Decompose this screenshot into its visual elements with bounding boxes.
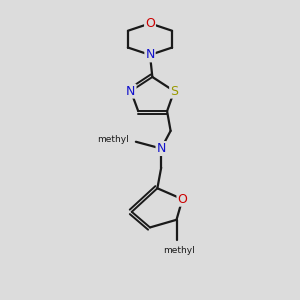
- Text: N: N: [157, 142, 166, 155]
- Text: methyl: methyl: [97, 135, 128, 144]
- Text: methyl: methyl: [163, 246, 195, 255]
- Text: S: S: [170, 85, 178, 98]
- Text: N: N: [145, 48, 155, 62]
- Text: N: N: [126, 85, 136, 98]
- Text: O: O: [145, 17, 155, 30]
- Text: O: O: [178, 193, 187, 206]
